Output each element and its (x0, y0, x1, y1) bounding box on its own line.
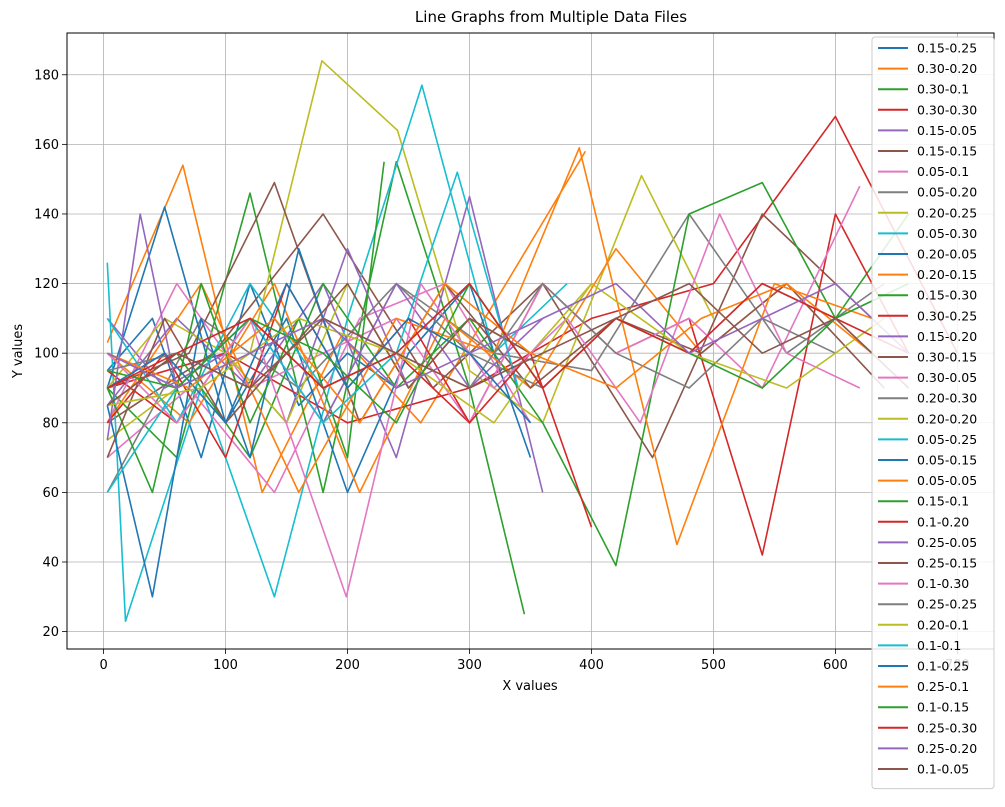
y-axis-label: Y values (11, 324, 26, 380)
series-line-0.15-0.1 (106, 161, 385, 494)
y-tick-label: 160 (34, 138, 59, 153)
series-line-0.30-0.15 (106, 181, 885, 424)
legend-entry: 0.25-0.1 (917, 679, 969, 694)
x-tick-label: 600 (823, 658, 848, 673)
legend-entry: 0.05-0.05 (917, 473, 977, 488)
y-tick-label: 100 (34, 347, 59, 362)
legend-entry: 0.05-0.15 (917, 453, 977, 468)
legend-entry: 0.15-0.30 (917, 288, 977, 303)
legend-entry: 0.25-0.25 (917, 597, 977, 612)
series-line-0.1-0.05 (106, 282, 910, 407)
legend-entry: 0.25-0.05 (917, 535, 977, 550)
y-tick-label: 20 (42, 625, 59, 640)
series-lines (106, 59, 959, 623)
legend-entry: 0.20-0.30 (917, 391, 977, 406)
y-tick-label: 80 (42, 416, 59, 431)
legend-entry: 0.20-0.05 (917, 247, 977, 262)
series-line-0.1-0.30 (106, 213, 861, 598)
legend-entry: 0.30-0.25 (917, 308, 977, 323)
y-tick-label: 140 (34, 207, 59, 222)
x-tick-label: 400 (579, 658, 604, 673)
legend-entry: 0.20-0.25 (917, 205, 977, 220)
legend: 0.15-0.25 0.30-0.20 0.30-0.1 0.30-0.30 0.15-… (871, 36, 995, 790)
legend-entry: 0.20-0.15 (917, 267, 977, 282)
legend-entry: 0.05-0.1 (917, 164, 969, 179)
series-line-0.1-0.25 (106, 282, 532, 424)
series-line-0.25-0.20 (106, 282, 910, 389)
series-line-0.20-0.1 (107, 282, 885, 424)
y-tick-label: 180 (34, 68, 59, 83)
legend-entry: 0.30-0.1 (917, 82, 969, 97)
legend-entry: 0.15-0.05 (917, 123, 977, 138)
chart-title: Line Graphs from Multiple Data Files (415, 8, 687, 26)
legend-entry: 0.05-0.30 (917, 226, 977, 241)
x-axis-label: X values (502, 679, 558, 694)
series-line-0.25-0.15 (106, 282, 531, 458)
legend-entry: 0.25-0.30 (917, 720, 977, 735)
legend-entry: 0.25-0.15 (917, 556, 977, 571)
legend-entry: 0.15-0.15 (917, 144, 977, 159)
series-line-0.05-0.30 (106, 84, 568, 623)
y-tick-label: 60 (42, 486, 59, 501)
legend-entry: 0.30-0.15 (917, 350, 977, 365)
legend-entry: 0.20-0.1 (917, 617, 969, 632)
y-tick-label: 120 (34, 277, 59, 292)
legend-entry: 0.1-0.20 (917, 514, 969, 529)
x-tick-label: 500 (701, 658, 726, 673)
legend-entry: 0.30-0.30 (917, 102, 977, 117)
legend-entry: 0.15-0.1 (917, 494, 969, 509)
y-tick-label: 40 (42, 555, 59, 570)
x-tick-label: 100 (213, 658, 238, 673)
legend-entry: 0.1-0.25 (917, 659, 969, 674)
legend-entry: 0.05-0.25 (917, 432, 977, 447)
legend-entry: 0.30-0.05 (917, 370, 977, 385)
legend-entry: 0.30-0.20 (917, 61, 977, 76)
x-tick-label: 300 (457, 658, 482, 673)
legend-entry: 0.15-0.20 (917, 329, 977, 344)
series-line-0.05-0.15 (106, 248, 349, 598)
legend-box (871, 36, 995, 790)
legend-entry: 0.1-0.1 (917, 638, 961, 653)
legend-entry: 0.1-0.30 (917, 576, 969, 591)
legend-entry: 0.1-0.05 (917, 762, 969, 777)
legend-entry: 0.25-0.20 (917, 741, 977, 756)
legend-entry: 0.15-0.25 (917, 41, 977, 56)
legend-entry: 0.1-0.15 (917, 700, 969, 715)
x-tick-label: 200 (335, 658, 360, 673)
legend-entry: 0.05-0.20 (917, 185, 977, 200)
x-tick-label: 0 (99, 658, 107, 673)
legend-entry: 0.20-0.20 (917, 411, 977, 426)
